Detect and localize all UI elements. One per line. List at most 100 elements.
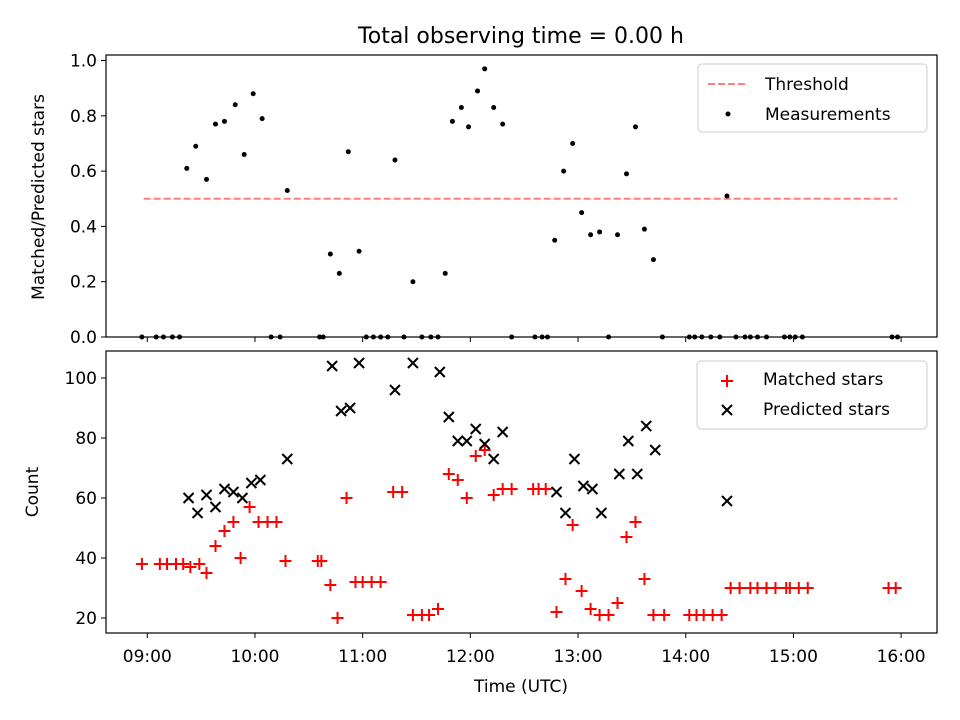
bottom-xtick-label-6: 15:00 <box>769 647 818 667</box>
matched-point-19 <box>324 579 337 591</box>
predicted-point-13 <box>353 357 365 369</box>
predicted-point-1 <box>191 507 204 519</box>
measurement-point-5 <box>184 165 190 171</box>
top-plot-area: 0.0 0.2 0.4 0.6 0.8 1.0 <box>70 52 938 348</box>
matched-point-6 <box>193 558 206 570</box>
predicted-point-26 <box>568 453 581 465</box>
predicted-point-15 <box>407 357 419 369</box>
predicted-point-4 <box>218 483 231 495</box>
matched-point-35 <box>469 450 482 462</box>
measurement-point-55 <box>641 226 647 232</box>
predicted-point-0 <box>182 492 195 504</box>
bottom-ytick-label-4: 100 <box>65 369 97 389</box>
predicted-point-19 <box>461 435 473 447</box>
predicted-point-27 <box>577 480 590 492</box>
measurement-point-37 <box>475 88 481 94</box>
measurement-point-19 <box>327 251 333 257</box>
measurement-point-8 <box>212 121 218 127</box>
measurement-point-16 <box>284 187 290 193</box>
predicted-point-21 <box>478 438 491 450</box>
matched-point-25 <box>374 576 387 588</box>
bottom-xtick-label-3: 12:00 <box>446 647 495 667</box>
matched-point-4 <box>177 558 190 570</box>
predicted-point-7 <box>245 477 258 489</box>
measurement-point-29 <box>410 279 416 285</box>
measurement-point-7 <box>204 176 210 182</box>
predicted-point-23 <box>496 426 509 438</box>
measurement-point-53 <box>623 171 629 177</box>
matched-point-50 <box>611 597 624 609</box>
bottom-panel: 20 40 60 80 100 09:00 10:00 11:00 12:00 13:00 14:0… <box>23 350 938 697</box>
predicted-point-17 <box>443 411 455 423</box>
measurement-point-35 <box>458 105 464 111</box>
measurement-point-20 <box>336 270 342 276</box>
threshold-legend-label: Threshold <box>764 75 849 95</box>
matched-point-16 <box>279 555 292 567</box>
matched-point-9 <box>218 525 231 537</box>
matched-point-8 <box>209 540 222 552</box>
predicted-point-25 <box>559 507 572 519</box>
matched-point-42 <box>539 483 552 495</box>
predicted-point-16 <box>434 366 446 378</box>
top-ytick-label-0: 0.0 <box>70 328 97 348</box>
matched-point-15 <box>270 516 283 528</box>
measurement-point-9 <box>221 118 227 124</box>
measurement-point-49 <box>588 232 594 238</box>
predicted-point-12 <box>344 402 356 414</box>
bottom-axes-frame <box>105 350 938 634</box>
matched-point-18 <box>315 555 328 567</box>
top-title: Total observing time = 0.00 h <box>357 24 684 49</box>
bottom-xtick-label-4: 13:00 <box>554 647 603 667</box>
predicted-point-29 <box>595 507 608 519</box>
predicted-point-32 <box>631 468 643 480</box>
predicted-point-6 <box>236 492 249 504</box>
matched-point-70 <box>801 582 814 594</box>
measurement-point-27 <box>392 157 398 163</box>
measurement-point-47 <box>570 140 576 146</box>
bottom-ytick-label-3: 80 <box>75 429 97 449</box>
bottom-xtick-label-5: 14:00 <box>661 647 710 667</box>
measurement-point-12 <box>250 91 256 97</box>
measurement-point-52 <box>615 232 621 238</box>
top-legend-frame <box>697 63 928 133</box>
bottom-ytick-label-2: 60 <box>75 489 97 509</box>
measurement-point-45 <box>552 237 558 243</box>
matched-point-32 <box>442 468 455 480</box>
predicted-point-24 <box>550 486 563 498</box>
bottom-xtick-label-0: 09:00 <box>123 647 172 667</box>
predicted-point-5 <box>227 486 240 498</box>
measurement-point-36 <box>466 124 472 130</box>
bottom-legend: Matched stars Predicted stars <box>696 360 928 430</box>
bottom-xtick-label-1: 10:00 <box>230 647 279 667</box>
predicted-point-14 <box>389 384 401 396</box>
predicted-point-18 <box>452 435 464 447</box>
predicted-legend-label: Predicted stars <box>763 400 890 420</box>
measurement-point-56 <box>650 257 656 263</box>
matched-legend-label: Matched stars <box>763 370 883 390</box>
matched-point-20 <box>331 612 344 624</box>
predicted-point-33 <box>640 420 652 432</box>
predicted-point-28 <box>586 483 599 495</box>
predicted-point-8 <box>254 474 267 486</box>
top-legend: Threshold Measurements <box>697 63 928 133</box>
bottom-ytick-label-1: 40 <box>75 549 97 569</box>
matched-point-55 <box>658 609 671 621</box>
top-ytick-label-4: 0.8 <box>70 107 97 127</box>
measurement-point-54 <box>632 124 638 130</box>
predicted-point-11 <box>335 405 347 417</box>
predicted-point-2 <box>200 489 213 501</box>
matched-point-60 <box>715 609 728 621</box>
matched-point-33 <box>451 474 464 486</box>
measurement-point-46 <box>561 168 567 174</box>
measurement-point-48 <box>579 210 585 216</box>
matched-point-54 <box>647 609 660 621</box>
matched-point-43 <box>550 606 563 618</box>
measurement-point-39 <box>491 105 497 111</box>
bottom-xtick-label-7: 16:00 <box>877 647 926 667</box>
matched-point-5 <box>184 561 197 573</box>
measurement-point-33 <box>442 270 448 276</box>
matched-point-30 <box>423 609 436 621</box>
measurement-point-22 <box>356 248 362 254</box>
matched-point-11 <box>234 552 247 564</box>
matched-point-49 <box>602 609 615 621</box>
